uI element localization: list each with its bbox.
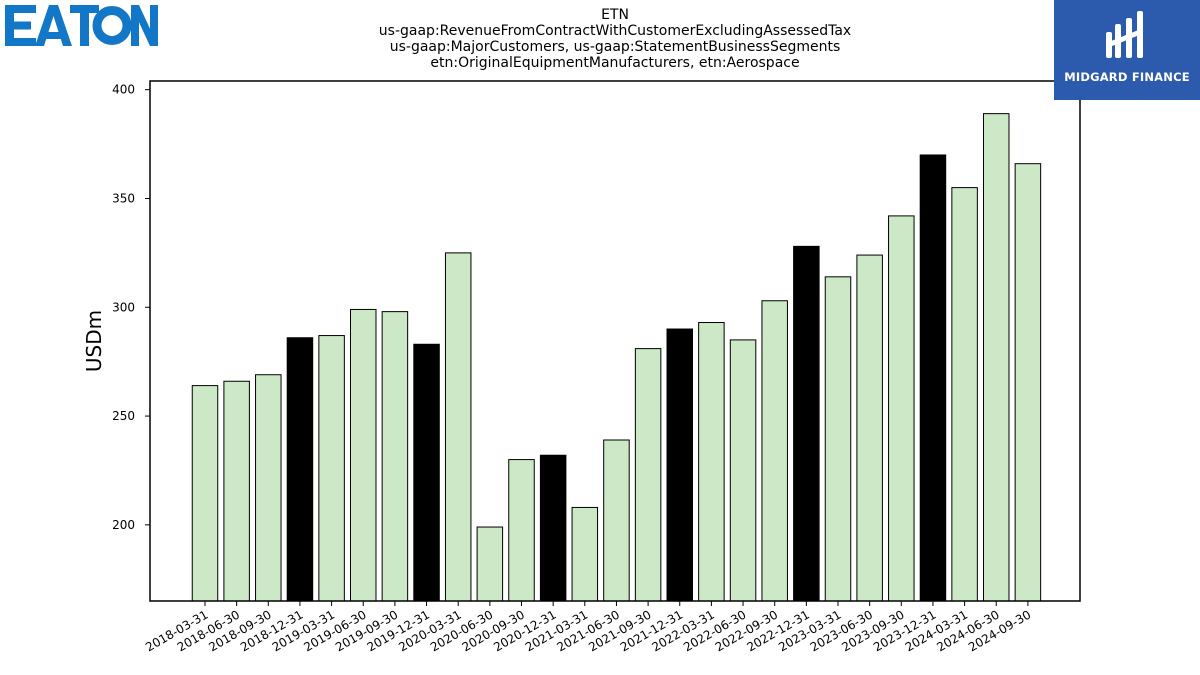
- bar-2022-06-30: [729, 339, 757, 602]
- y-axis: 200 250 300 350 400: [112, 83, 150, 532]
- bar-2019-03-31: [318, 335, 345, 602]
- bar-2023-09-30: [888, 215, 915, 602]
- bar-2020-12-31: [539, 454, 567, 602]
- midgard-finance-logo: MIDGARD FINANCE: [1054, 0, 1200, 100]
- chart-subtitle-3: etn:OriginalEquipmentManufacturers, etn:…: [430, 55, 800, 71]
- bar-2020-09-30: [508, 459, 535, 602]
- bar-2021-06-30: [603, 439, 630, 602]
- y-tick-label: 350: [112, 191, 135, 205]
- y-tick-label: 300: [112, 300, 135, 314]
- y-tick-label: 400: [112, 83, 135, 97]
- bar-2023-06-30: [856, 254, 883, 602]
- bar-2018-03-31: [191, 385, 219, 602]
- bar-2019-09-30: [381, 311, 409, 602]
- bar-2022-12-31: [793, 245, 820, 602]
- chart-subtitle-1: us-gaap:RevenueFromContractWithCustomerE…: [378, 23, 852, 39]
- y-tick-label: 250: [112, 409, 135, 423]
- plot-frame: [149, 80, 1081, 602]
- midgard-emblem-icon: [1106, 11, 1143, 58]
- bar-2024-03-31: [951, 187, 978, 602]
- bar-2018-09-30: [255, 374, 282, 602]
- bar-2020-06-30: [476, 526, 504, 602]
- bar-2021-03-31: [571, 506, 599, 602]
- bars-group: [191, 113, 1042, 602]
- midgard-finance-wordmark: MIDGARD FINANCE: [1064, 70, 1190, 84]
- bar-2022-03-31: [698, 322, 725, 602]
- bar-2019-12-31: [413, 343, 440, 602]
- bar-2021-12-31: [666, 328, 693, 602]
- x-axis: 2018-03-312018-06-302018-09-302018-12-31…: [143, 601, 1033, 654]
- chart-subtitle-2: us-gaap:MajorCustomers, us-gaap:Statemen…: [389, 39, 841, 55]
- bar-2021-09-30: [634, 348, 662, 602]
- eaton-logo: [5, 5, 158, 46]
- bar-2024-06-30: [983, 113, 1010, 602]
- bar-2020-03-31: [444, 252, 472, 602]
- bar-2018-06-30: [223, 380, 250, 602]
- y-tick-label: 200: [112, 518, 135, 532]
- bar-2023-03-31: [824, 276, 852, 602]
- bar-2024-09-30: [1014, 163, 1042, 602]
- bar-2022-09-30: [761, 300, 788, 602]
- chart-title: ETN: [601, 7, 629, 23]
- y-axis-label: USDm: [82, 310, 106, 372]
- bar-2019-06-30: [350, 308, 377, 602]
- bar-2018-12-31: [286, 337, 314, 602]
- bar-2023-12-31: [919, 154, 947, 602]
